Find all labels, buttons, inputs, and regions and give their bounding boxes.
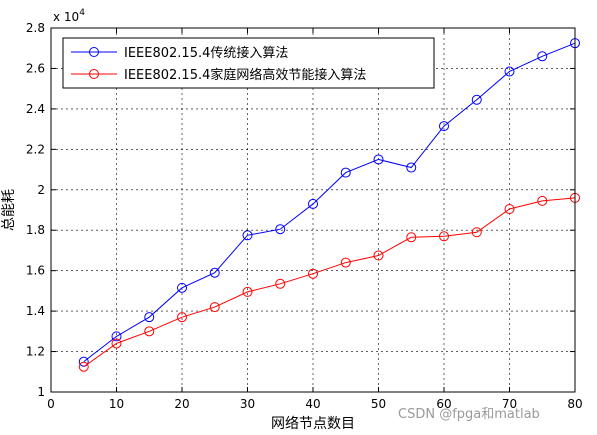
series-1-point [406, 162, 417, 173]
y-tick-label: 1.2 [26, 345, 45, 359]
x-tick-label: 10 [109, 397, 124, 411]
y-tick-label: 2.8 [26, 21, 45, 35]
x-tick-label: 30 [240, 397, 255, 411]
x-tick-label: 0 [47, 397, 55, 411]
y-axis-label: 总能耗 [1, 189, 17, 231]
series-2-point [471, 227, 482, 238]
legend-marker [89, 69, 99, 79]
series-2-point [406, 232, 417, 243]
legend-entry-2: IEEE802.15.4家庭网络高效节能接入算法 [71, 67, 366, 83]
series-1-point [373, 154, 384, 165]
series-1-point [340, 167, 351, 178]
legend: IEEE802.15.4传统接入算法 IEEE802.15.4家庭网络高效节能接入… [62, 37, 435, 89]
series-2-line [83, 197, 576, 368]
legend-marker [89, 47, 99, 57]
series-2-point [78, 361, 89, 372]
series-2-point [537, 195, 548, 206]
legend-entry-1: IEEE802.15.4传统接入算法 [71, 45, 288, 61]
series-2-point [340, 257, 351, 268]
series-1-point [439, 121, 449, 132]
series-1-point [144, 312, 155, 323]
series-2-point [209, 302, 220, 313]
y-tick-label: 1.4 [26, 304, 45, 318]
series-1-line [83, 42, 576, 363]
ticks: 0 10 20 30 40 50 60 70 80 1 1.2 1.4 1.6 1.8 2 2.2 2.4 2.6… [26, 21, 583, 411]
series-1-point [471, 94, 482, 105]
series-1 [78, 38, 580, 367]
series-1-point [504, 66, 515, 77]
y-multiplier-exponent: 4 [79, 8, 85, 18]
x-axis-label: 网络节点数目 [271, 416, 355, 432]
series-2-point [275, 278, 286, 289]
series-2-point [504, 203, 515, 214]
x-tick-label: 80 [567, 397, 582, 411]
y-tick-label: 2 [37, 183, 45, 197]
series-2-point [242, 286, 253, 297]
series-2-point [111, 338, 122, 349]
x-tick-label: 20 [174, 397, 189, 411]
legend-label: IEEE802.15.4家庭网络高效节能接入算法 [124, 67, 366, 83]
series-2-point [144, 326, 155, 337]
series-1-point [111, 331, 122, 342]
series-1-point [209, 267, 220, 278]
series-1-point [537, 51, 548, 62]
x-tick-label: 40 [305, 397, 320, 411]
legend-box [62, 37, 435, 89]
series-layer [78, 38, 580, 372]
series-2 [78, 192, 580, 372]
y-tick-label: 2.6 [26, 61, 45, 75]
y-tick-label: 1.8 [26, 223, 45, 237]
series-1-point [177, 282, 187, 293]
series-1-point [308, 198, 318, 209]
x-tick-label: 60 [436, 397, 451, 411]
legend-label: IEEE802.15.4传统接入算法 [124, 45, 288, 61]
series-2-point [373, 250, 384, 261]
y-multiplier-label: x 104 [53, 8, 85, 24]
watermark: CSDN @fpga和matlab [398, 407, 540, 422]
y-tick-label: 2.4 [26, 102, 45, 116]
x-tick-label: 50 [371, 397, 386, 411]
series-1-point [242, 230, 253, 241]
y-tick-label: 2.2 [26, 142, 45, 156]
x-tick-label: 70 [502, 397, 517, 411]
series-1-point [275, 224, 286, 235]
series-2-point [308, 268, 318, 279]
y-tick-label: 1.6 [26, 264, 45, 278]
series-2-point [177, 312, 187, 323]
y-tick-label: 1 [37, 385, 45, 399]
series-2-point [439, 231, 449, 242]
